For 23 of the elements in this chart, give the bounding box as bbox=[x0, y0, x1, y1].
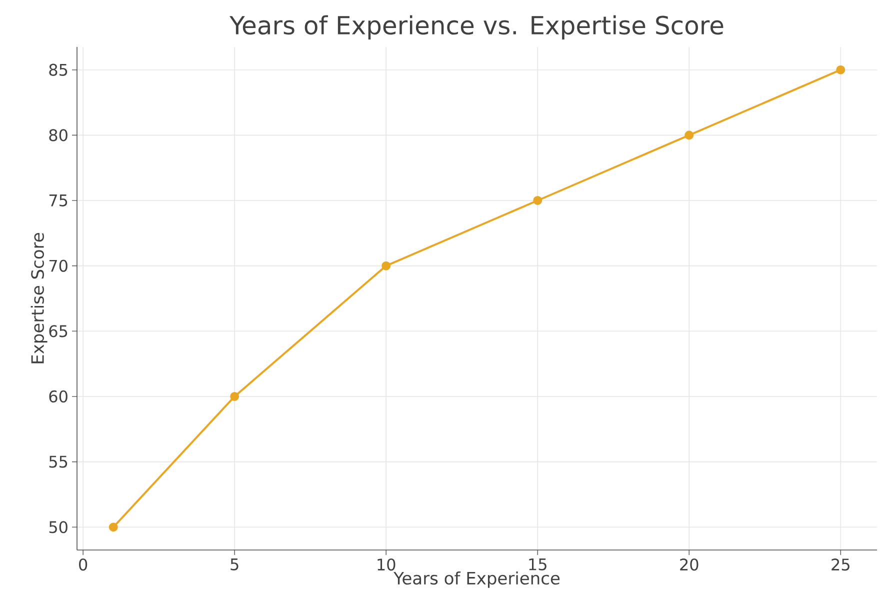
x-tick-label: 5 bbox=[230, 558, 238, 570]
x-tick-label: 0 bbox=[79, 558, 88, 571]
x-axis-title: Years of Experience bbox=[394, 571, 560, 588]
y-tick-label: 80 bbox=[49, 129, 68, 142]
point bbox=[533, 196, 542, 205]
chart-title: Years of Experience vs. Expertise Score bbox=[230, 15, 724, 40]
y-tick-label: 60 bbox=[49, 390, 68, 403]
y-tick-label: 50 bbox=[49, 521, 68, 534]
x-tick-label: 15 bbox=[529, 558, 546, 570]
x-tick-label: 25 bbox=[832, 558, 850, 571]
y-tick-label: 75 bbox=[49, 194, 68, 206]
x-tick-label: 10 bbox=[378, 558, 396, 571]
point bbox=[230, 392, 240, 401]
point bbox=[382, 261, 391, 270]
point bbox=[836, 65, 846, 74]
point bbox=[684, 130, 694, 140]
x-tick-label: 20 bbox=[680, 558, 698, 571]
y-axis-title: Expertise Score bbox=[30, 233, 48, 364]
y-tick-label: 65 bbox=[49, 325, 68, 338]
y-tick-label: 85 bbox=[49, 64, 68, 76]
y-tick-label: 55 bbox=[49, 456, 68, 468]
point bbox=[108, 522, 118, 532]
y-tick-label: 70 bbox=[49, 260, 68, 272]
